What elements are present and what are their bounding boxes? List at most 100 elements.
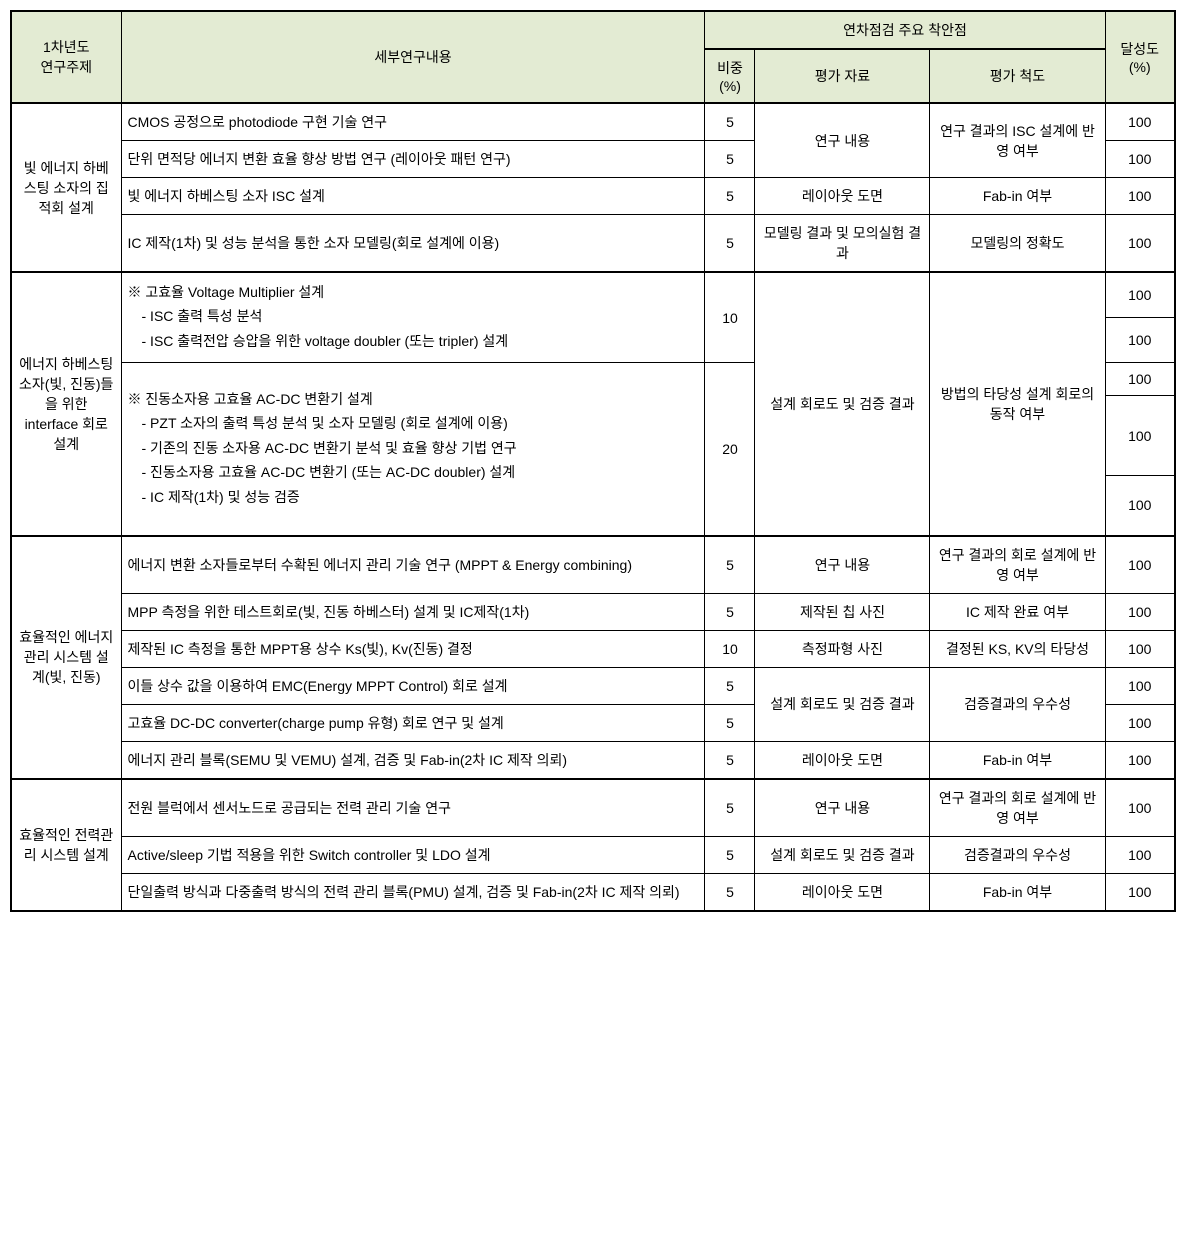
weight-cell: 5 xyxy=(705,667,755,704)
eval-scale-cell: IC 제작 완료 여부 xyxy=(930,593,1105,630)
achieve-cell: 100 xyxy=(1105,363,1175,396)
content-cell: MPP 측정을 위한 테스트회로(빛, 진동 하베스터) 설계 및 IC제작(1… xyxy=(121,593,705,630)
header-eval-data: 평가 자료 xyxy=(755,49,930,103)
eval-scale-cell: Fab-in 여부 xyxy=(930,741,1105,779)
content-cell: 제작된 IC 측정을 통한 MPPT용 상수 Ks(빛), Kv(진동) 결정 xyxy=(121,630,705,667)
weight-cell: 5 xyxy=(705,215,755,273)
achieve-cell: 100 xyxy=(1105,318,1175,363)
eval-data-cell: 설계 회로도 및 검증 결과 xyxy=(755,836,930,873)
weight-cell: 5 xyxy=(705,779,755,837)
eval-scale-cell: 방법의 타당성 설계 회로의 동작 여부 xyxy=(930,272,1105,536)
weight-cell: 5 xyxy=(705,873,755,911)
content-cell: 단위 면적당 에너지 변환 효율 향상 방법 연구 (레이아웃 패턴 연구) xyxy=(121,141,705,178)
bullet-sub: - IC 제작(1차) 및 성능 검증 xyxy=(128,486,699,508)
header-checkpoint: 연차점검 주요 착안점 xyxy=(705,11,1105,49)
bullet-sub: - 진동소자용 고효율 AC-DC 변환기 (또는 AC-DC doubler)… xyxy=(128,461,699,483)
table-row: 이들 상수 값을 이용하여 EMC(Energy MPPT Control) 회… xyxy=(11,667,1175,704)
eval-data-cell: 측정파형 사진 xyxy=(755,630,930,667)
content-cell: ※ 진동소자용 고효율 AC-DC 변환기 설계 - PZT 소자의 출력 특성… xyxy=(121,363,705,536)
content-cell: 빛 에너지 하베스팅 소자 ISC 설계 xyxy=(121,178,705,215)
topic-cell: 에너지 하베스팅 소자(빛, 진동)들을 위한 interface 회로 설계 xyxy=(11,272,121,536)
content-cell: 고효율 DC-DC converter(charge pump 유형) 회로 연… xyxy=(121,704,705,741)
topic-cell: 효율적인 전력관리 시스템 설계 xyxy=(11,779,121,911)
table-row: 단일출력 방식과 다중출력 방식의 전력 관리 블록(PMU) 설계, 검증 및… xyxy=(11,873,1175,911)
weight-cell: 20 xyxy=(705,363,755,536)
eval-scale-cell: 결정된 KS, KV의 타당성 xyxy=(930,630,1105,667)
content-cell: 에너지 관리 블록(SEMU 및 VEMU) 설계, 검증 및 Fab-in(2… xyxy=(121,741,705,779)
content-cell: 에너지 변환 소자들로부터 수확된 에너지 관리 기술 연구 (MPPT & E… xyxy=(121,536,705,594)
table-row: 빛 에너지 하베스팅 소자의 집적회 설계 CMOS 공정으로 photodio… xyxy=(11,103,1175,141)
achieve-cell: 100 xyxy=(1105,873,1175,911)
weight-cell: 5 xyxy=(705,536,755,594)
achieve-cell: 100 xyxy=(1105,178,1175,215)
topic-cell: 빛 에너지 하베스팅 소자의 집적회 설계 xyxy=(11,103,121,272)
eval-scale-cell: 연구 결과의 회로 설계에 반영 여부 xyxy=(930,536,1105,594)
achieve-cell: 100 xyxy=(1105,741,1175,779)
achieve-cell: 100 xyxy=(1105,141,1175,178)
bullet-main: ※ 진동소자용 고효율 AC-DC 변환기 설계 xyxy=(128,388,699,410)
weight-cell: 10 xyxy=(705,630,755,667)
eval-data-cell: 레이아웃 도면 xyxy=(755,741,930,779)
achieve-cell: 100 xyxy=(1105,103,1175,141)
eval-data-cell: 레이아웃 도면 xyxy=(755,178,930,215)
achieve-cell: 100 xyxy=(1105,630,1175,667)
content-cell: IC 제작(1차) 및 성능 분석을 통한 소자 모델링(회로 설계에 이용) xyxy=(121,215,705,273)
eval-data-cell: 레이아웃 도면 xyxy=(755,873,930,911)
achieve-cell: 100 xyxy=(1105,272,1175,318)
table-row: 빛 에너지 하베스팅 소자 ISC 설계 5 레이아웃 도면 Fab-in 여부… xyxy=(11,178,1175,215)
header-eval-scale: 평가 척도 xyxy=(930,49,1105,103)
eval-data-cell: 설계 회로도 및 검증 결과 xyxy=(755,667,930,741)
eval-data-cell: 연구 내용 xyxy=(755,779,930,837)
bullet-sub: - PZT 소자의 출력 특성 분석 및 소자 모델링 (회로 설계에 이용) xyxy=(128,412,699,434)
achieve-cell: 100 xyxy=(1105,593,1175,630)
eval-scale-cell: Fab-in 여부 xyxy=(930,873,1105,911)
table-row: IC 제작(1차) 및 성능 분석을 통한 소자 모델링(회로 설계에 이용) … xyxy=(11,215,1175,273)
achieve-cell: 100 xyxy=(1105,704,1175,741)
achieve-cell: 100 xyxy=(1105,779,1175,837)
content-cell: ※ 고효율 Voltage Multiplier 설계 - ISC 출력 특성 … xyxy=(121,272,705,363)
table-row: 효율적인 전력관리 시스템 설계 전원 블럭에서 센서노드로 공급되는 전력 관… xyxy=(11,779,1175,837)
achieve-cell: 100 xyxy=(1105,667,1175,704)
achieve-cell: 100 xyxy=(1105,836,1175,873)
header-achievement: 달성도(%) xyxy=(1105,11,1175,103)
table-row: 효율적인 에너지관리 시스템 설계(빛, 진동) 에너지 변환 소자들로부터 수… xyxy=(11,536,1175,594)
content-cell: CMOS 공정으로 photodiode 구현 기술 연구 xyxy=(121,103,705,141)
eval-scale-cell: Fab-in 여부 xyxy=(930,178,1105,215)
weight-cell: 5 xyxy=(705,593,755,630)
weight-cell: 5 xyxy=(705,836,755,873)
weight-cell: 5 xyxy=(705,178,755,215)
table-row: 제작된 IC 측정을 통한 MPPT용 상수 Ks(빛), Kv(진동) 결정 … xyxy=(11,630,1175,667)
achieve-cell: 100 xyxy=(1105,476,1175,536)
header-row-1: 1차년도연구주제 세부연구내용 연차점검 주요 착안점 달성도(%) xyxy=(11,11,1175,49)
weight-cell: 10 xyxy=(705,272,755,363)
header-weight: 비중(%) xyxy=(705,49,755,103)
header-topic: 1차년도연구주제 xyxy=(11,11,121,103)
eval-data-cell: 연구 내용 xyxy=(755,103,930,178)
eval-data-cell: 제작된 칩 사진 xyxy=(755,593,930,630)
content-cell: Active/sleep 기법 적용을 위한 Switch controller… xyxy=(121,836,705,873)
eval-data-cell: 모델링 결과 및 모의실험 결과 xyxy=(755,215,930,273)
table-row: MPP 측정을 위한 테스트회로(빛, 진동 하베스터) 설계 및 IC제작(1… xyxy=(11,593,1175,630)
bullet-sub: - ISC 출력전압 승압을 위한 voltage doubler (또는 tr… xyxy=(128,330,699,352)
weight-cell: 5 xyxy=(705,141,755,178)
achieve-cell: 100 xyxy=(1105,396,1175,476)
topic-cell: 효율적인 에너지관리 시스템 설계(빛, 진동) xyxy=(11,536,121,779)
table-row: 에너지 관리 블록(SEMU 및 VEMU) 설계, 검증 및 Fab-in(2… xyxy=(11,741,1175,779)
header-content: 세부연구내용 xyxy=(121,11,705,103)
bullet-sub: - 기존의 진동 소자용 AC-DC 변환기 분석 및 효율 향상 기법 연구 xyxy=(128,437,699,459)
table-row: Active/sleep 기법 적용을 위한 Switch controller… xyxy=(11,836,1175,873)
content-cell: 단일출력 방식과 다중출력 방식의 전력 관리 블록(PMU) 설계, 검증 및… xyxy=(121,873,705,911)
weight-cell: 5 xyxy=(705,704,755,741)
eval-data-cell: 설계 회로도 및 검증 결과 xyxy=(755,272,930,536)
weight-cell: 5 xyxy=(705,103,755,141)
eval-scale-cell: 검증결과의 우수성 xyxy=(930,836,1105,873)
eval-data-cell: 연구 내용 xyxy=(755,536,930,594)
achieve-cell: 100 xyxy=(1105,536,1175,594)
bullet-main: ※ 고효율 Voltage Multiplier 설계 xyxy=(128,281,699,303)
eval-scale-cell: 연구 결과의 ISC 설계에 반영 여부 xyxy=(930,103,1105,178)
content-cell: 이들 상수 값을 이용하여 EMC(Energy MPPT Control) 회… xyxy=(121,667,705,704)
content-cell: 전원 블럭에서 센서노드로 공급되는 전력 관리 기술 연구 xyxy=(121,779,705,837)
achieve-cell: 100 xyxy=(1105,215,1175,273)
eval-scale-cell: 검증결과의 우수성 xyxy=(930,667,1105,741)
weight-cell: 5 xyxy=(705,741,755,779)
